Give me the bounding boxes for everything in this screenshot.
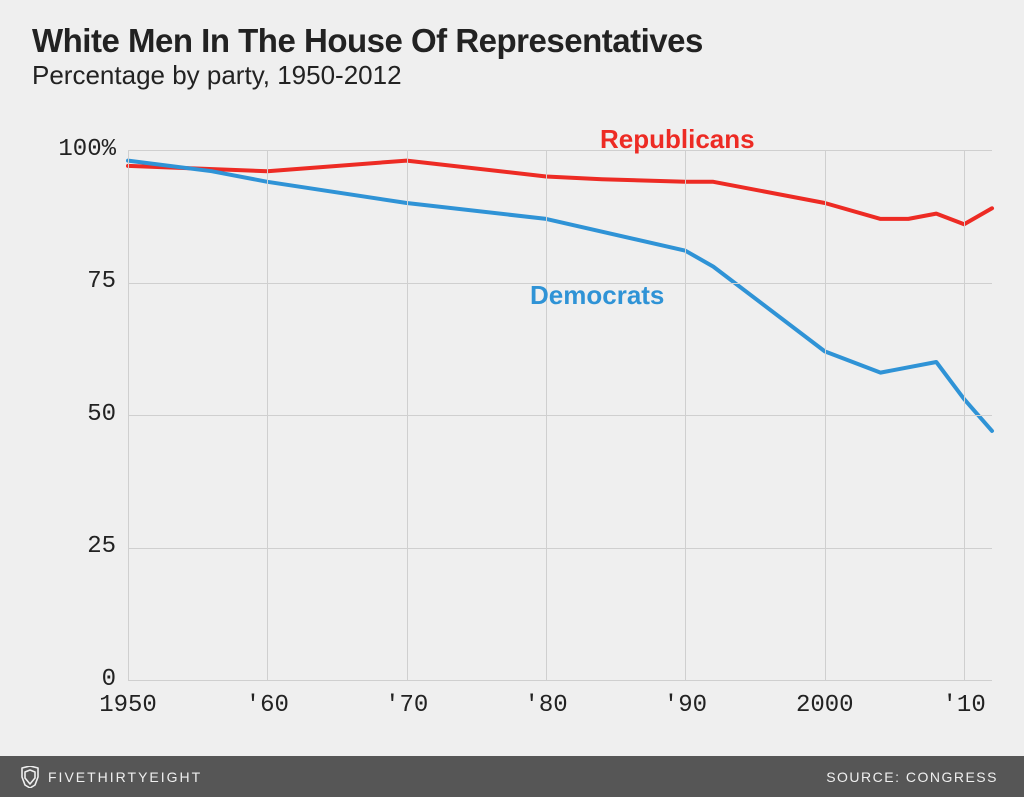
x-axis-label: 2000 [775,692,875,719]
x-axis-label: '60 [217,692,317,719]
line-chart-svg [34,122,992,722]
y-axis-label: 25 [34,533,116,560]
chart-container: White Men In The House Of Representative… [0,0,1024,756]
brand-text: FIVETHIRTYEIGHT [48,769,202,785]
gridline-vertical [407,150,408,680]
series-line-republicans [128,161,992,225]
gridline-horizontal [128,415,992,416]
gridline-horizontal [128,150,992,151]
gridline-horizontal [128,548,992,549]
series-label-democrats: Democrats [530,280,664,311]
gridline-horizontal [128,680,992,681]
footer-bar: FIVETHIRTYEIGHT SOURCE: CONGRESS [0,756,1024,797]
y-axis-label: 0 [34,666,116,693]
plot-area: 0255075100%1950'60'70'80'902000'10Republ… [34,122,992,722]
fox-logo-icon [20,766,40,788]
x-axis-label: '90 [635,692,735,719]
gridline-vertical [546,150,547,680]
y-axis-label: 75 [34,268,116,295]
chart-title: White Men In The House Of Representative… [32,22,992,60]
y-axis-label: 100% [34,136,116,163]
brand-block: FIVETHIRTYEIGHT [20,766,202,788]
series-label-republicans: Republicans [600,124,755,155]
source-text: SOURCE: CONGRESS [826,769,998,785]
gridline-vertical [128,150,129,680]
gridline-vertical [964,150,965,680]
x-axis-label: '10 [914,692,1014,719]
gridline-vertical [825,150,826,680]
chart-subtitle: Percentage by party, 1950-2012 [32,60,992,91]
x-axis-label: '70 [357,692,457,719]
x-axis-label: '80 [496,692,596,719]
gridline-vertical [267,150,268,680]
gridline-vertical [685,150,686,680]
x-axis-label: 1950 [78,692,178,719]
y-axis-label: 50 [34,401,116,428]
